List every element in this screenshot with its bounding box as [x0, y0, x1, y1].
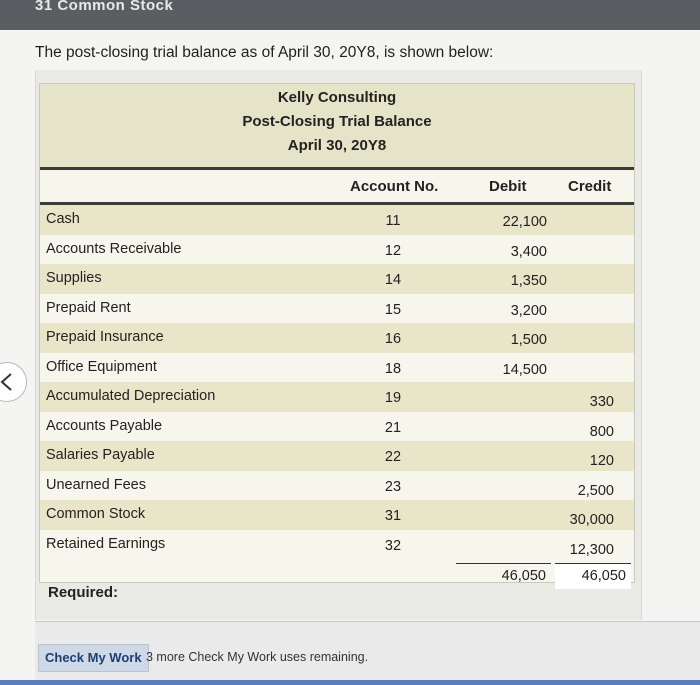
- column-headers: Account No. Debit Credit: [40, 170, 634, 205]
- account-name: Retained Earnings: [46, 535, 166, 552]
- company-name: Kelly Consulting: [277, 89, 397, 106]
- account-number: 16: [384, 331, 402, 347]
- table-row: Cash 11 22,100: [40, 205, 634, 235]
- credit-amount: 12,300: [569, 541, 614, 558]
- table-row: Supplies 14 1,350: [40, 264, 634, 294]
- table-row: Prepaid Rent 15 3,200: [40, 294, 634, 324]
- table-row: Unearned Fees 23 2,500: [40, 471, 634, 501]
- account-name: Prepaid Rent: [46, 299, 131, 316]
- credit-amount: 30,000: [569, 512, 614, 528]
- footer-bar: Check My Work 3 more Check My Work uses …: [35, 622, 700, 685]
- totals-row: 46,050 46,050: [40, 559, 634, 589]
- total-debit: 46,050: [501, 568, 546, 584]
- intro-text: The post-closing trial balance as of Apr…: [35, 44, 494, 61]
- remaining-uses-text: 3 more Check My Work uses remaining.: [146, 650, 369, 664]
- account-name: Supplies: [46, 270, 102, 286]
- table-row: Office Equipment 18 14,500: [40, 353, 634, 383]
- chevron-left-icon: [0, 373, 12, 391]
- account-name: Common Stock: [46, 506, 146, 522]
- divider: [35, 621, 700, 622]
- account-no-header: Account No.: [350, 178, 439, 195]
- content-area: The post-closing trial balance as of Apr…: [0, 30, 700, 685]
- debit-amount: 14,500: [502, 361, 547, 378]
- account-number: 19: [384, 390, 402, 406]
- table-row: Salaries Payable 22 120: [40, 441, 634, 471]
- required-label: Required:: [48, 584, 119, 601]
- report-title: Post-Closing Trial Balance: [242, 113, 432, 130]
- account-number: 14: [384, 272, 402, 288]
- top-bar: 31 Common Stock: [0, 0, 700, 30]
- credit-amount: 120: [589, 453, 614, 469]
- table-header: Kelly Consulting Post-Closing Trial Bala…: [40, 84, 634, 170]
- debit-amount: 1,350: [510, 273, 547, 289]
- debit-amount: 22,100: [502, 214, 547, 230]
- table-row: Accounts Receivable 12 3,400: [40, 235, 634, 265]
- account-name: Accounts Receivable: [46, 240, 182, 257]
- account-number: 32: [384, 537, 402, 554]
- debit-amount: 3,400: [510, 243, 547, 260]
- table-row: Prepaid Insurance 16 1,500: [40, 323, 634, 353]
- table-row: Accounts Payable 21 800: [40, 412, 634, 442]
- account-number: 11: [385, 213, 401, 229]
- account-number: 21: [384, 419, 402, 436]
- total-credit: 46,050: [581, 568, 626, 584]
- account-name: Accounts Payable: [46, 417, 163, 434]
- bottom-edge: [0, 680, 700, 685]
- report-date: April 30, 20Y8: [287, 137, 387, 154]
- credit-amount: 2,500: [577, 482, 614, 499]
- credit-amount: 800: [589, 423, 614, 440]
- table-row: Accumulated Depreciation 19 330: [40, 382, 634, 412]
- account-number: 22: [384, 449, 402, 465]
- debit-amount: 3,200: [510, 302, 547, 319]
- account-name: Cash: [46, 211, 80, 227]
- table-row: Common Stock 31 30,000: [40, 500, 634, 530]
- total-credit-cell: 46,050: [555, 563, 631, 589]
- debit-header: Debit: [489, 178, 527, 195]
- account-name: Prepaid Insurance: [46, 329, 164, 345]
- account-number: 18: [384, 360, 402, 377]
- account-name: Office Equipment: [46, 358, 157, 375]
- account-name: Accumulated Depreciation: [46, 388, 216, 404]
- previous-button[interactable]: [0, 362, 27, 402]
- account-number: 31: [384, 508, 402, 524]
- credit-amount: 330: [589, 394, 614, 410]
- account-number: 23: [384, 478, 402, 495]
- top-bar-title: 31 Common Stock: [35, 0, 174, 14]
- check-my-work-button[interactable]: Check My Work: [38, 644, 149, 672]
- account-number: 12: [384, 242, 402, 259]
- debit-amount: 1,500: [510, 332, 547, 348]
- account-number: 15: [384, 301, 402, 318]
- trial-balance-table: Kelly Consulting Post-Closing Trial Bala…: [39, 83, 635, 589]
- account-name: Salaries Payable: [46, 447, 155, 463]
- credit-header: Credit: [568, 178, 612, 195]
- account-name: Unearned Fees: [46, 476, 146, 493]
- total-debit-cell: 46,050: [456, 563, 551, 589]
- table-row: Retained Earnings 32 12,300: [40, 530, 634, 560]
